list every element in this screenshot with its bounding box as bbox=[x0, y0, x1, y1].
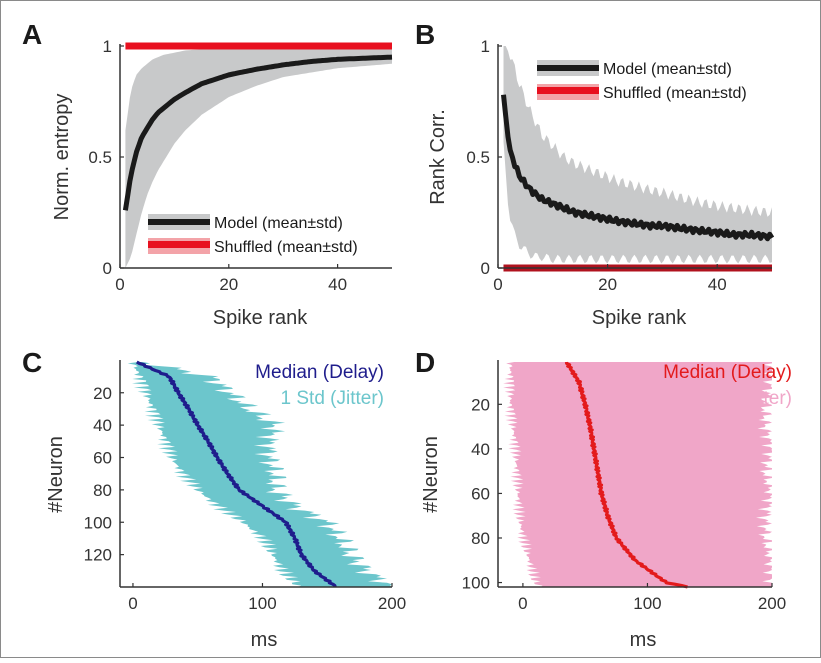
panel-C-y-tick-label: 120 bbox=[84, 546, 112, 565]
panel-A-x-tick-label: 0 bbox=[115, 275, 124, 294]
panel-A-letter: A bbox=[22, 19, 42, 50]
panel-C-y-tick-label: 100 bbox=[84, 513, 112, 532]
panel-C-y-tick-label: 60 bbox=[93, 449, 112, 468]
panel-B-y-tick-label: 0.5 bbox=[466, 148, 490, 167]
panel-C-y-label: #Neuron bbox=[45, 436, 67, 513]
panel-C-median-line bbox=[135, 360, 337, 588]
panel-A-y-tick-label: 0.5 bbox=[88, 148, 112, 167]
panel-B-y-tick-label: 0 bbox=[481, 259, 490, 278]
panel-C-x-tick-label: 100 bbox=[248, 594, 276, 613]
panel-B-legend-model-label: Model (mean±std) bbox=[603, 61, 732, 78]
panel-B-x-label: Spike rank bbox=[592, 307, 687, 329]
panel-A-shuffled-line bbox=[125, 42, 392, 50]
panel-A-x-tick-label: 40 bbox=[328, 275, 347, 294]
panel-A-legend-model-label: Model (mean±std) bbox=[214, 215, 343, 232]
panel-A-x-label: Spike rank bbox=[213, 307, 308, 329]
panel-B: 0 0.5 1 0 20 40 Spike rank Rank Corr. Model (mea… bbox=[415, 19, 775, 329]
panel-A-legend-shuffled-swatch bbox=[148, 241, 210, 248]
panel-D-y-tick-label: 60 bbox=[471, 484, 490, 503]
panel-D-letter: D bbox=[415, 347, 435, 378]
panel-B-x-tick-label: 0 bbox=[493, 275, 502, 294]
panel-C-y-tick-label: 40 bbox=[93, 416, 112, 435]
panel-B-model-mean-line bbox=[501, 94, 775, 242]
panel-B-legend-shuffled-label: Shuffled (mean±std) bbox=[603, 85, 747, 102]
panel-B-legend-model-swatch bbox=[537, 65, 599, 71]
panel-C-legend-jitter: 1 Std (Jitter) bbox=[281, 388, 384, 409]
panel-B-legend-shuffled-swatch bbox=[537, 87, 599, 94]
panel-C-x-label: ms bbox=[251, 629, 278, 651]
panel-D-y-tick-label: 20 bbox=[471, 395, 490, 414]
panel-D-y-tick-label: 100 bbox=[462, 574, 490, 593]
panel-D-x-label: ms bbox=[630, 629, 657, 651]
panel-A-x-tick-label: 20 bbox=[219, 275, 238, 294]
panel-B-letter: B bbox=[415, 19, 435, 50]
panel-D-legend-jitter: 1 Std (Jitter) bbox=[689, 388, 792, 409]
panel-C-y-tick-label: 80 bbox=[93, 481, 112, 500]
panel-A-y-label: Norm. entropy bbox=[51, 94, 73, 221]
panel-D: 20 40 60 80 100 0 100 200 ms #Neuron Median (Delay… bbox=[415, 347, 792, 651]
panel-A-legend-model-swatch bbox=[148, 219, 210, 225]
panel-B-x-tick-label: 40 bbox=[708, 275, 727, 294]
panel-C-legend-median: Median (Delay) bbox=[255, 362, 384, 383]
panel-C-letter: C bbox=[22, 347, 42, 378]
panel-C-x-tick-label: 200 bbox=[378, 594, 406, 613]
panel-A-model-mean-line bbox=[122, 54, 393, 211]
panel-D-y-label: #Neuron bbox=[420, 436, 442, 513]
panel-C-y-tick-label: 20 bbox=[93, 384, 112, 403]
panel-D-y-tick-label: 80 bbox=[471, 529, 490, 548]
panel-D-jitter-band bbox=[503, 362, 772, 587]
panel-A-legend-shuffled-label: Shuffled (mean±std) bbox=[214, 239, 358, 256]
panel-D-x-tick-label: 100 bbox=[633, 594, 661, 613]
panel-D-legend-median: Median (Delay) bbox=[663, 362, 792, 383]
panel-C-x-tick-label: 0 bbox=[128, 594, 137, 613]
panel-A-y-tick-label: 0 bbox=[103, 259, 112, 278]
panel-D-x-tick-label: 200 bbox=[758, 594, 786, 613]
panel-A: 0 0.5 1 0 20 40 Spike rank Norm. entropy Model (… bbox=[22, 19, 393, 329]
panel-A-model-std-band bbox=[125, 48, 393, 269]
panel-D-y-tick-label: 40 bbox=[471, 440, 490, 459]
panel-D-median-line bbox=[564, 361, 688, 589]
panel-D-x-tick-label: 0 bbox=[518, 594, 527, 613]
panel-B-y-label: Rank Corr. bbox=[427, 109, 449, 205]
panel-B-y-tick-label: 1 bbox=[481, 37, 490, 56]
panel-B-x-tick-label: 20 bbox=[598, 275, 617, 294]
panel-C: 20 40 60 80 100 120 0 100 200 ms #Neuron Median (De… bbox=[22, 347, 406, 651]
panel-A-y-tick-label: 1 bbox=[103, 37, 112, 56]
